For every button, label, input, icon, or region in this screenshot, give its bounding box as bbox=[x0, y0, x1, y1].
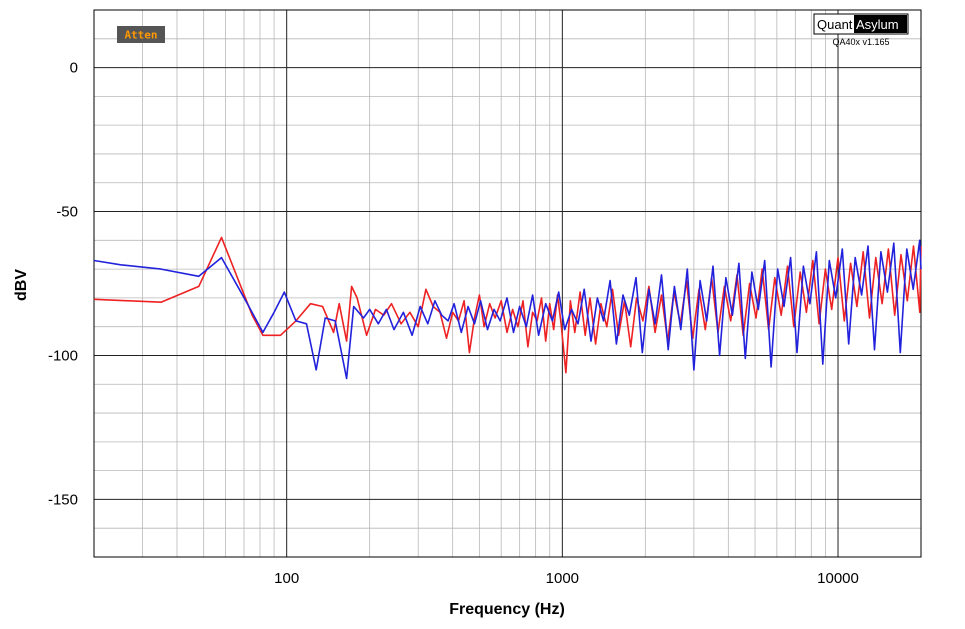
x-tick-label: 10000 bbox=[817, 570, 859, 587]
x-axis-title: Frequency (Hz) bbox=[449, 601, 565, 618]
minor-gridlines bbox=[93, 9, 922, 558]
x-tick-labels: 100 1000 10000 bbox=[274, 570, 859, 587]
series-layer bbox=[93, 236, 922, 380]
atten-badge-label: Atten bbox=[124, 29, 157, 42]
y-tick-label: -50 bbox=[56, 204, 78, 221]
y-tick-label: 0 bbox=[70, 60, 78, 77]
logo-quant: Quant bbox=[817, 17, 853, 32]
series-line-2 bbox=[93, 239, 922, 380]
x-tick-label: 1000 bbox=[546, 570, 579, 587]
x-tick-label: 100 bbox=[274, 570, 299, 587]
series-line-1 bbox=[93, 236, 922, 374]
y-tick-labels: 0 -50 -100 -150 bbox=[48, 60, 78, 509]
y-axis-title: dBV bbox=[13, 269, 30, 301]
atten-badge[interactable]: Atten bbox=[117, 26, 165, 43]
version-label: QA40x v1.165 bbox=[832, 37, 889, 47]
quantasylum-logo: Quant Asylum QA40x v1.165 bbox=[813, 13, 909, 47]
logo-asylum: Asylum bbox=[856, 17, 899, 32]
plot-frame bbox=[93, 9, 922, 558]
y-tick-label: -100 bbox=[48, 347, 78, 364]
major-gridlines bbox=[94, 10, 921, 557]
y-tick-label: -150 bbox=[48, 491, 78, 508]
